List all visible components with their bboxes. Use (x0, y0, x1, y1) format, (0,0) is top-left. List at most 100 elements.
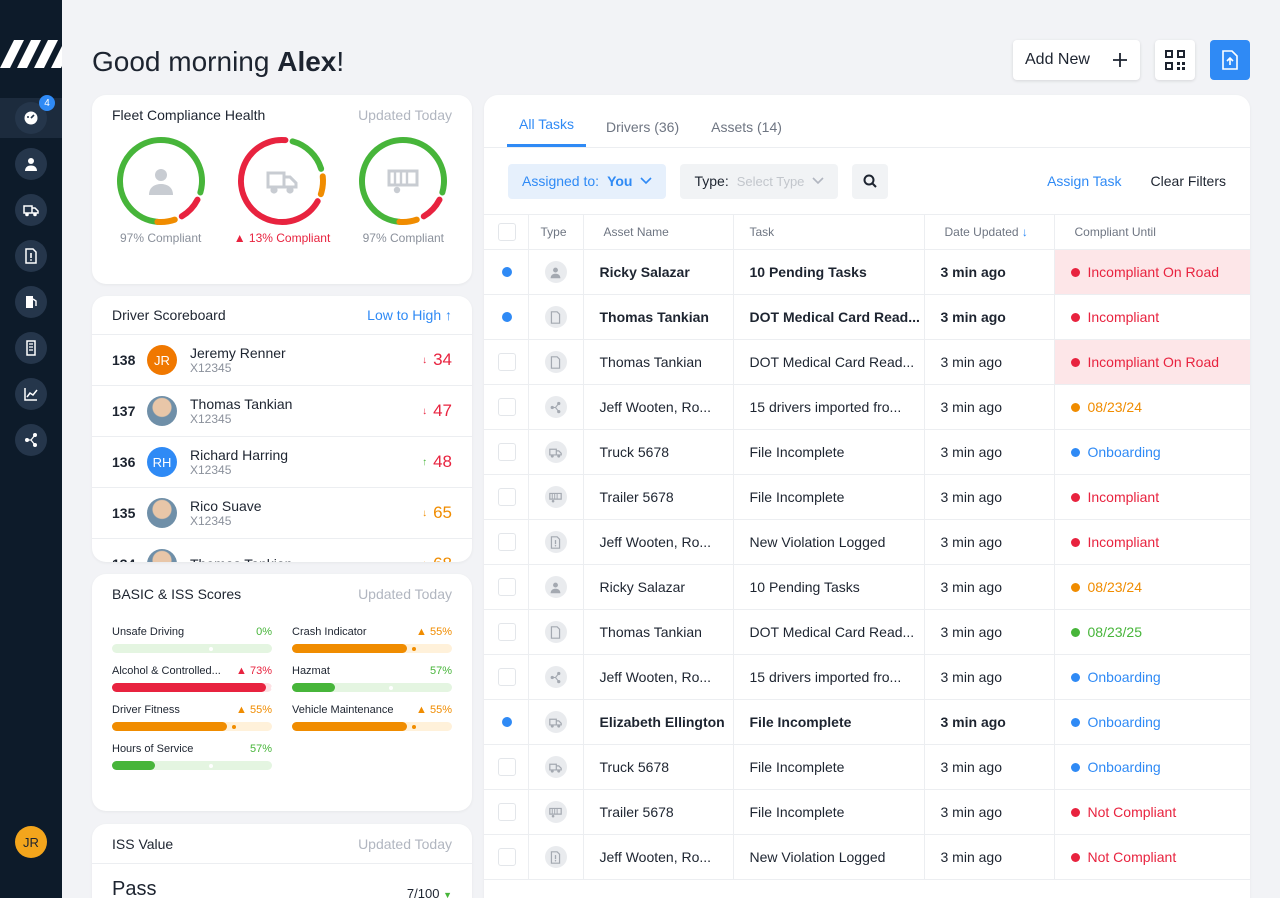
scoreboard-row[interactable]: 136 RH Richard Harring X12345 ↑ 48 (92, 436, 472, 487)
compliance-status: Incompliant On Road (1054, 249, 1250, 295)
gauge-label: ▲ 13% Compliant (233, 231, 331, 245)
compliance-gauge[interactable]: 97% Compliant (348, 135, 458, 245)
table-row[interactable]: Ricky Salazar 10 Pending Tasks 3 min ago 08… (484, 564, 1250, 610)
table-row[interactable]: Trailer 5678 File Incomplete 3 min ago Not … (484, 789, 1250, 835)
driver-scoreboard-card: Driver Scoreboard Low to High ↑ 138 JR Jer… (92, 296, 472, 562)
qr-code-button[interactable] (1155, 40, 1195, 80)
status-dot (1070, 357, 1080, 367)
table-row[interactable]: Jeff Wooten, Ro... New Violation Logged 3 … (484, 519, 1250, 565)
table-row[interactable]: Trailer 5678 File Incomplete 3 min ago Inco… (484, 474, 1250, 520)
user-avatar[interactable]: JR (15, 826, 47, 858)
sidebar-item-fuel[interactable] (0, 282, 62, 322)
row-checkbox[interactable] (498, 443, 516, 461)
basic-metric[interactable]: Driver Fitness ▲ 55% (112, 704, 272, 731)
user-name: Alex (277, 46, 337, 77)
table-row[interactable]: Thomas Tankian DOT Medical Card Read... 3 … (484, 609, 1250, 655)
metric-bar (112, 761, 272, 770)
sidebar-item-dashboard[interactable]: 4 (0, 95, 62, 138)
warning-icon: ▲ (233, 231, 249, 245)
scoreboard-row[interactable]: 135 Rico Suave X12345 ↓ 65 (92, 487, 472, 538)
basic-metric[interactable]: Alcohol & Controlled... ▲ 73% (112, 665, 275, 692)
tab-assets[interactable]: Assets (14) (711, 119, 782, 135)
table-row[interactable]: Thomas Tankian DOT Medical Card Read... 3 … (484, 294, 1250, 340)
compliance-gauge[interactable]: ▲ 13% Compliant (227, 135, 337, 245)
sidebar-item-workflow[interactable] (0, 420, 62, 460)
task-name: 10 Pending Tasks (733, 564, 925, 610)
scoreboard-row[interactable]: 138 JR Jeremy Renner X12345 ↓ 34 (92, 334, 472, 385)
table-row[interactable]: Truck 5678 File Incomplete 3 min ago Onboar… (484, 429, 1250, 475)
status-dot (1070, 717, 1080, 727)
table-row[interactable]: Jeff Wooten, Ro... 15 drivers imported fr… (484, 384, 1250, 430)
status-dot (1070, 762, 1080, 772)
assign-task-link[interactable]: Assign Task (1047, 173, 1122, 189)
assigned-filter[interactable]: Assigned to: You (508, 163, 667, 199)
row-checkbox[interactable] (498, 533, 516, 551)
date-updated: 3 min ago (924, 564, 1055, 610)
updated-label: Updated Today (358, 586, 452, 602)
upload-button[interactable] (1210, 40, 1250, 80)
basic-metric[interactable]: Vehicle Maintenance ▲ 55% (292, 704, 452, 731)
user-icon (550, 582, 561, 593)
row-checkbox[interactable] (498, 848, 516, 866)
iss-value-card: ISS Value Updated Today Pass 7/100 ▼ (92, 824, 472, 898)
column-header-type[interactable]: Type (528, 214, 584, 250)
basic-metric[interactable]: Hours of Service 57% (112, 743, 272, 770)
date-updated: 3 min ago (924, 609, 1055, 655)
table-row[interactable]: Ricky Salazar 10 Pending Tasks 3 min ago In… (484, 249, 1250, 295)
status-dot (1070, 807, 1080, 817)
table-row[interactable]: Jeff Wooten, Ro... 15 drivers imported fr… (484, 654, 1250, 700)
scoreboard-row[interactable]: 134 Thomas Tankian↓68 (92, 538, 472, 562)
task-name: DOT Medical Card Read... (733, 339, 925, 385)
driver-id: X12345 (190, 412, 232, 426)
metric-label: Unsafe Driving (112, 626, 185, 638)
chevron-down-icon (640, 177, 653, 185)
card-title: BASIC & ISS Scores (112, 586, 242, 602)
date-updated: 3 min ago (924, 339, 1055, 385)
fleet-compliance-card: Fleet Compliance Health Updated Today 97… (92, 95, 472, 284)
scoreboard-row[interactable]: 137 Thomas Tankian X12345 ↓ 47 (92, 385, 472, 436)
sort-toggle[interactable]: Low to High ↑ (367, 307, 452, 323)
document-alert-icon (25, 248, 37, 264)
column-header-asset[interactable]: Asset Name (583, 214, 734, 250)
column-header-task[interactable]: Task (733, 214, 925, 250)
add-new-button[interactable]: Add New (1013, 40, 1140, 80)
row-checkbox[interactable] (498, 398, 516, 416)
row-checkbox[interactable] (498, 353, 516, 371)
driver-rank: 136 (112, 454, 136, 470)
type-filter[interactable]: Type: Select Type (680, 163, 839, 199)
tab-drivers[interactable]: Drivers (36) (605, 119, 680, 135)
row-checkbox[interactable] (498, 488, 516, 506)
date-updated: 3 min ago (924, 744, 1055, 790)
table-row[interactable]: Truck 5678 File Incomplete 3 min ago Onboar… (484, 744, 1250, 790)
building-icon (26, 340, 36, 356)
sidebar-item-truck[interactable] (0, 190, 62, 230)
document-icon (550, 310, 561, 324)
sidebar-item-user[interactable] (0, 144, 62, 184)
clear-filters-link[interactable]: Clear Filters (1150, 173, 1226, 189)
table-row[interactable]: Elizabeth Ellington File Incomplete 3 min … (484, 699, 1250, 745)
basic-metric[interactable]: Crash Indicator ▲ 55% (292, 626, 452, 653)
sidebar-item-building[interactable] (0, 328, 62, 368)
column-header-date[interactable]: Date Updated ↓ (924, 214, 1055, 250)
table-row[interactable]: Thomas Tankian DOT Medical Card Read... 3 … (484, 339, 1250, 385)
row-checkbox[interactable] (498, 623, 516, 641)
task-name: 15 drivers imported fro... (733, 384, 925, 430)
sidebar-item-chart-line[interactable] (0, 374, 62, 414)
asset-name: Thomas Tankian (583, 294, 734, 340)
row-checkbox[interactable] (498, 758, 516, 776)
basic-metric[interactable]: Unsafe Driving 0% (112, 626, 272, 653)
avatar (147, 498, 177, 528)
tab-all[interactable]: All Tasks (507, 116, 586, 147)
row-checkbox[interactable] (498, 803, 516, 821)
select-all-checkbox[interactable] (498, 223, 516, 241)
row-checkbox[interactable] (498, 578, 516, 596)
table-row[interactable]: Jeff Wooten, Ro... New Violation Logged 3 … (484, 834, 1250, 880)
compliance-gauge[interactable]: 97% Compliant (106, 135, 216, 245)
task-name: 15 drivers imported fro... (733, 654, 925, 700)
row-checkbox[interactable] (498, 668, 516, 686)
search-button[interactable] (852, 163, 889, 199)
metric-value: ▲ 55% (416, 704, 452, 716)
basic-metric[interactable]: Hazmat 57% (292, 665, 452, 692)
column-header-compliant[interactable]: Compliant Until (1054, 214, 1250, 250)
sidebar-item-document-alert[interactable] (0, 236, 62, 276)
